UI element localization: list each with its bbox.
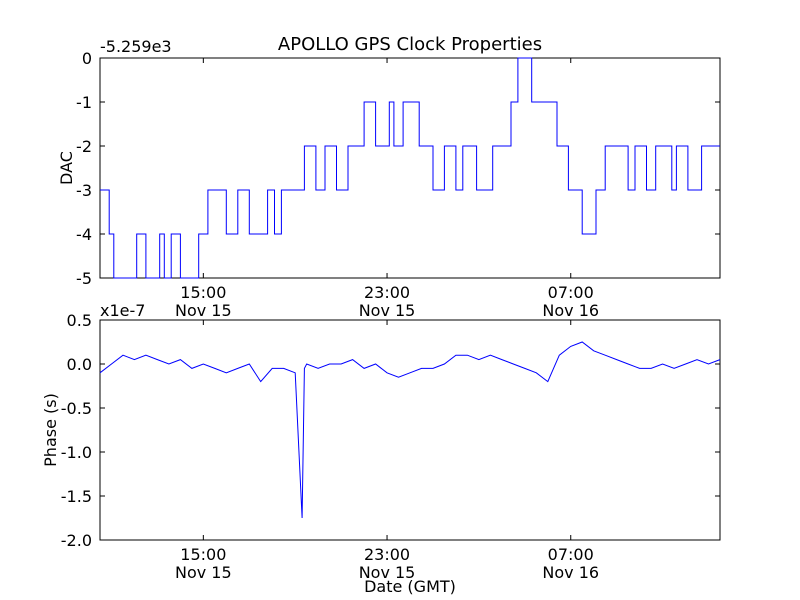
dac-y-tick-label: -2 [76,137,92,156]
phase-y-tick-label: -2.0 [61,531,92,550]
chart-title: APOLLO GPS Clock Properties [278,34,542,55]
phase-y-tick-label: -1.5 [61,487,92,506]
dac-offset-label: -5.259e3 [100,37,172,56]
dac-y-ticks: 0 -1 -2 -3 -4 -5 [76,49,720,288]
dac-y-tick-label: -3 [76,181,92,200]
phase-y-tick-label: 0.0 [67,355,92,374]
dac-series-line [100,57,720,279]
dac-x-tick-label-date: Nov 15 [175,301,232,320]
dac-plot-area [100,57,720,279]
phase-offset-label: x1e-7 [100,301,145,320]
phase-y-tick-label: -1.0 [61,443,92,462]
dac-y-tick-label: -1 [76,93,92,112]
phase-x-tick-label-date: Nov 15 [175,563,232,582]
x-axis-label: Date (GMT) [364,577,456,596]
dac-y-tick-label: 0 [82,49,92,68]
dac-axes-frame [99,57,721,279]
dac-x-tick-label-time: 23:00 [364,283,410,302]
phase-x-tick-label-time: 15:00 [180,545,226,564]
dac-y-tick-label: -5 [76,269,92,288]
dac-x-tick-label-date: Nov 15 [359,301,416,320]
phase-y-tick-label: 0.5 [67,311,92,330]
dac-x-tick-label-date: Nov 16 [542,301,599,320]
dac-y-tick-label: -4 [76,225,92,244]
phase-y-tick-label: -0.5 [61,399,92,418]
phase-x-tick-label-time: 23:00 [364,545,410,564]
phase-series-line [99,341,721,519]
phase-x-tick-label-time: 07:00 [548,545,594,564]
phase-panel: x1e-7 Phase (s) 0.5 0.0 -0.5 -1.0 -1.5 -2.0 1… [41,301,721,582]
phase-plot-area [99,341,721,519]
phase-x-tick-label-date: Nov 15 [359,563,416,582]
dac-y-axis-label: DAC [57,151,76,185]
phase-x-tick-label-date: Nov 16 [542,563,599,582]
dac-x-tick-label-time: 15:00 [180,283,226,302]
dac-x-tick-label-time: 07:00 [548,283,594,302]
phase-axes-frame [99,319,721,541]
phase-y-ticks: 0.5 0.0 -0.5 -1.0 -1.5 -2.0 [61,311,720,550]
phase-y-axis-label: Phase (s) [41,393,60,467]
